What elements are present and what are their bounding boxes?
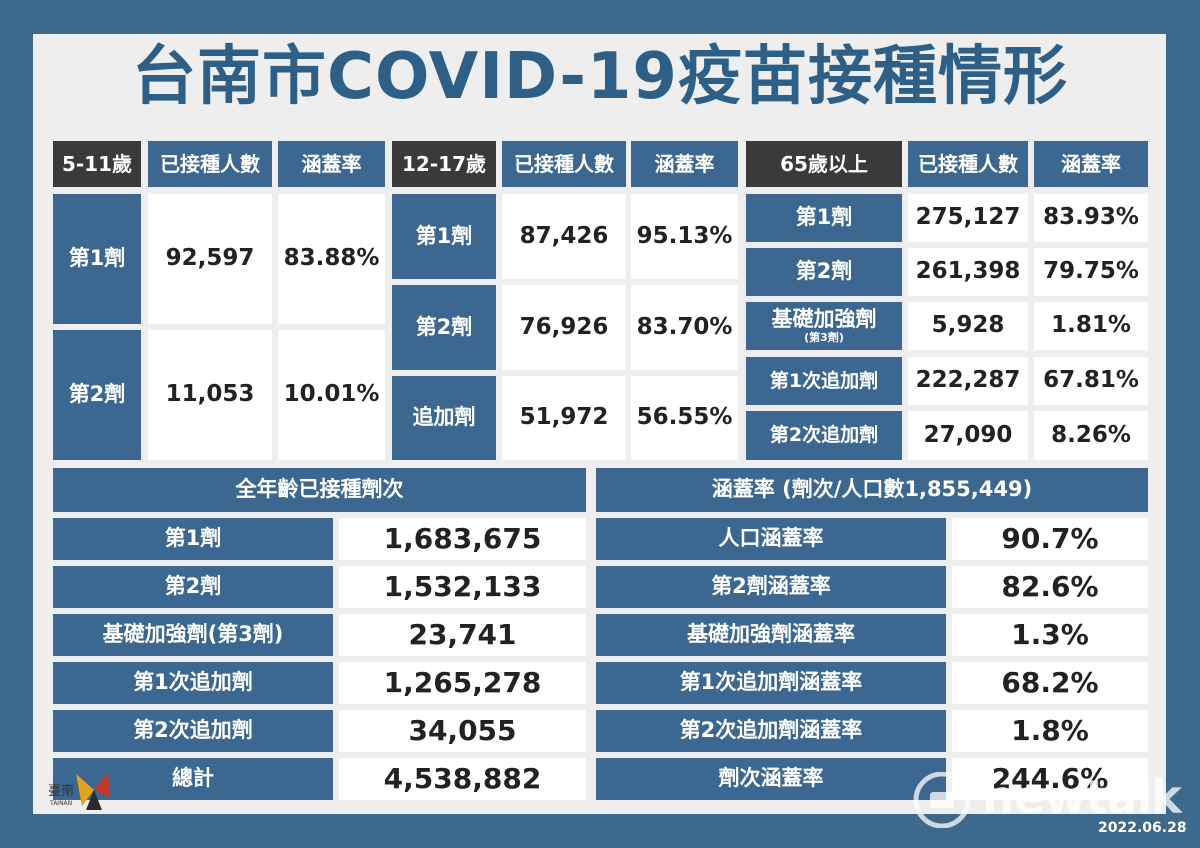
coverage-total-label: 劑次涵蓋率 bbox=[596, 758, 946, 800]
newtalk-wordmark: newtalk bbox=[982, 770, 1182, 824]
coverage-row-label: 基礎加強劑涵蓋率 bbox=[596, 614, 946, 656]
tainan-logo: 臺南 TAINAN bbox=[48, 768, 112, 812]
g2-row-count: 87,426 bbox=[502, 194, 626, 279]
g3-row-rate: 67.81% bbox=[1034, 357, 1148, 405]
g2-row-label: 第1劑 bbox=[392, 194, 496, 279]
g3-booster-sublabel: (第3劑) bbox=[804, 330, 844, 344]
g1-header-rate: 涵蓋率 bbox=[278, 141, 385, 187]
g3-row-label: 第2次追加劑 bbox=[746, 411, 902, 460]
coverage-row-value: 68.2% bbox=[952, 662, 1148, 704]
g3-row-label: 第2劑 bbox=[746, 248, 902, 296]
coverage-row-label: 人口涵蓋率 bbox=[596, 518, 946, 560]
newtalk-watermark: newtalk bbox=[912, 770, 1192, 830]
tainan-logo-mark-icon bbox=[76, 772, 110, 810]
coverage-row-value: 1.3% bbox=[952, 614, 1148, 656]
g1-row-count: 11,053 bbox=[148, 330, 272, 460]
g1-row-count: 92,597 bbox=[148, 194, 272, 324]
g2-row-label: 第2劑 bbox=[392, 285, 496, 370]
doses-row-label: 第2劑 bbox=[53, 566, 333, 608]
doses-total-value: 4,538,882 bbox=[339, 758, 586, 800]
g2-row-count: 51,972 bbox=[502, 376, 626, 460]
tainan-logo-subtext: TAINAN bbox=[50, 800, 73, 807]
g1-row-rate: 10.01% bbox=[278, 330, 385, 460]
doses-row-value: 1,683,675 bbox=[339, 518, 586, 560]
doses-row-value: 1,265,278 bbox=[339, 662, 586, 704]
coverage-row-label: 第2劑涵蓋率 bbox=[596, 566, 946, 608]
coverage-header: 涵蓋率 (劑次/人口數1,855,449) bbox=[596, 468, 1148, 512]
g3-row-count: 27,090 bbox=[908, 411, 1028, 460]
doses-row-label: 第1劑 bbox=[53, 518, 333, 560]
coverage-total-value: 244.6% bbox=[952, 758, 1148, 800]
coverage-row-value: 1.8% bbox=[952, 710, 1148, 752]
g2-row-rate: 95.13% bbox=[631, 194, 738, 279]
g2-header-age: 12-17歲 bbox=[392, 141, 496, 187]
g1-header-count: 已接種人數 bbox=[148, 141, 272, 187]
g3-row-label-booster: 基礎加強劑 (第3劑) bbox=[746, 302, 902, 350]
g3-row-count: 275,127 bbox=[908, 194, 1028, 242]
g3-row-rate: 8.26% bbox=[1034, 411, 1148, 460]
g1-row-label: 第1劑 bbox=[53, 194, 141, 324]
coverage-row-value: 82.6% bbox=[952, 566, 1148, 608]
doses-row-label: 基礎加強劑(第3劑) bbox=[53, 614, 333, 656]
g1-row-label: 第2劑 bbox=[53, 330, 141, 460]
coverage-row-label: 第2次追加劑涵蓋率 bbox=[596, 710, 946, 752]
coverage-row-label: 第1次追加劑涵蓋率 bbox=[596, 662, 946, 704]
g3-row-rate: 79.75% bbox=[1034, 248, 1148, 296]
g2-row-label: 追加劑 bbox=[392, 376, 496, 460]
g1-row-rate: 83.88% bbox=[278, 194, 385, 324]
g3-row-count: 222,287 bbox=[908, 357, 1028, 405]
doses-row-label: 第2次追加劑 bbox=[53, 710, 333, 752]
publish-date: 2022.06.28 bbox=[1098, 820, 1187, 836]
g3-row-rate: 1.81% bbox=[1034, 302, 1148, 350]
g1-header-age: 5-11歲 bbox=[53, 141, 141, 187]
g3-header-count: 已接種人數 bbox=[908, 141, 1028, 187]
g2-row-count: 76,926 bbox=[502, 285, 626, 370]
coverage-row-value: 90.7% bbox=[952, 518, 1148, 560]
g3-row-label: 第1次追加劑 bbox=[746, 357, 902, 405]
g2-row-rate: 56.55% bbox=[631, 376, 738, 460]
doses-row-value: 23,741 bbox=[339, 614, 586, 656]
g3-row-label: 第1劑 bbox=[746, 194, 902, 242]
g3-row-count: 5,928 bbox=[908, 302, 1028, 350]
doses-total-label: 總計 bbox=[53, 758, 333, 800]
doses-row-value: 34,055 bbox=[339, 710, 586, 752]
tainan-logo-text: 臺南 bbox=[48, 784, 75, 799]
g3-row-count: 261,398 bbox=[908, 248, 1028, 296]
doses-row-label: 第1次追加劑 bbox=[53, 662, 333, 704]
g2-header-count: 已接種人數 bbox=[502, 141, 626, 187]
doses-header: 全年齡已接種劑次 bbox=[53, 468, 586, 512]
newtalk-logo-icon bbox=[913, 772, 971, 828]
g3-header-age: 65歲以上 bbox=[746, 141, 902, 187]
g3-header-rate: 涵蓋率 bbox=[1034, 141, 1148, 187]
g2-header-rate: 涵蓋率 bbox=[631, 141, 738, 187]
g3-booster-label: 基礎加強劑 bbox=[771, 307, 877, 332]
doses-row-value: 1,532,133 bbox=[339, 566, 586, 608]
page-title: 台南市COVID-19疫苗接種情形 bbox=[132, 40, 1068, 114]
g3-row-rate: 83.93% bbox=[1034, 194, 1148, 242]
g2-row-rate: 83.70% bbox=[631, 285, 738, 370]
